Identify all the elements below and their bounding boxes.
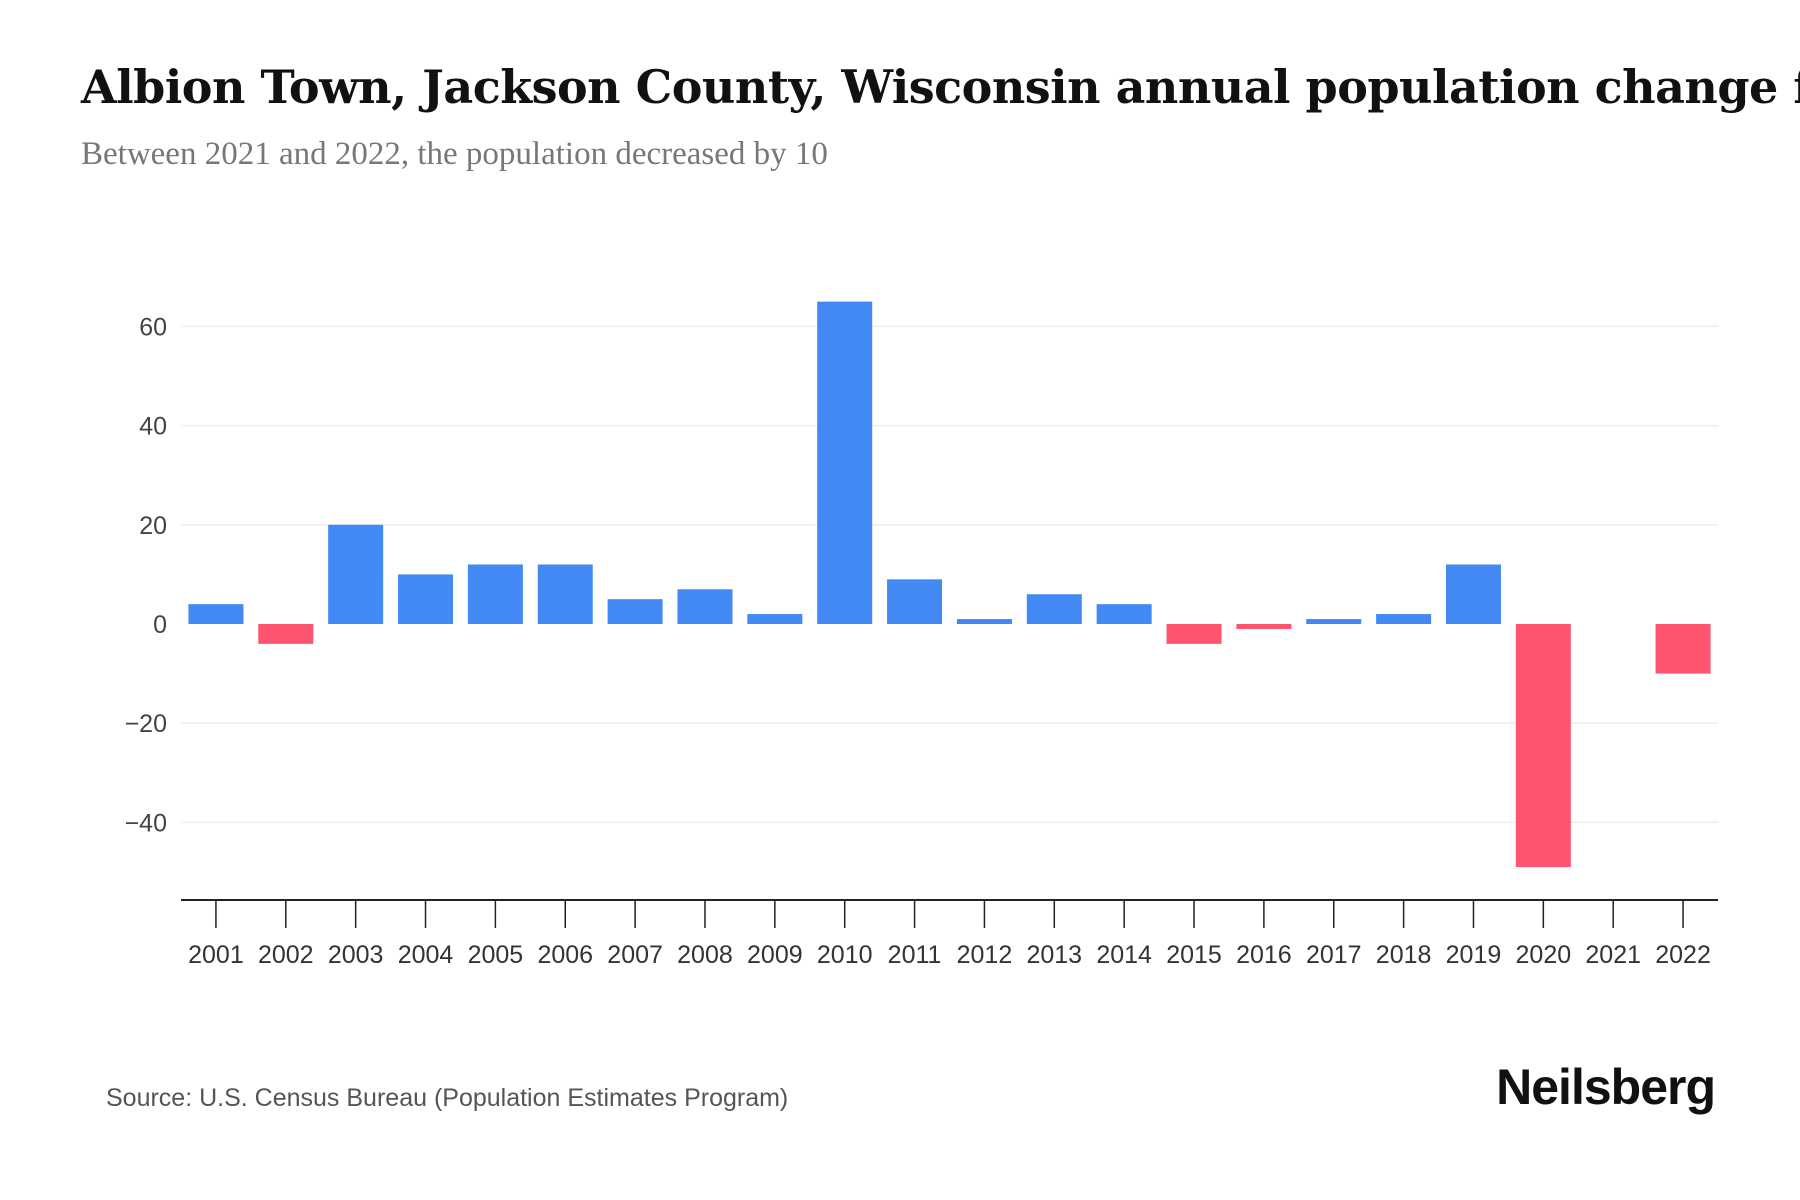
bar-2013 xyxy=(1026,594,1082,624)
x-tick-label: 2010 xyxy=(817,941,873,969)
x-tick-label: 2013 xyxy=(1026,941,1082,969)
bar-2004 xyxy=(398,574,454,624)
bar-2014 xyxy=(1096,604,1152,624)
x-tick-label: 2001 xyxy=(188,941,244,969)
bar-2006 xyxy=(537,564,593,624)
bar-2008 xyxy=(677,589,733,624)
bar-2020 xyxy=(1515,624,1571,868)
bar-2019 xyxy=(1445,564,1501,624)
x-tick-label: 2007 xyxy=(607,941,663,969)
bar-2018 xyxy=(1376,614,1432,624)
x-tick-label: 2019 xyxy=(1446,941,1502,969)
bar-2015 xyxy=(1166,624,1222,644)
x-tick-label: 2004 xyxy=(398,941,454,969)
x-tick-label: 2014 xyxy=(1096,941,1152,969)
x-tick-label: 2018 xyxy=(1376,941,1432,969)
bar-2017 xyxy=(1306,619,1362,624)
y-tick-label: −20 xyxy=(125,710,167,738)
bar-2003 xyxy=(328,524,384,624)
x-tick-label: 2003 xyxy=(328,941,384,969)
y-tick-label: 20 xyxy=(139,512,167,540)
x-tick-label: 2021 xyxy=(1585,941,1641,969)
x-tick-label: 2012 xyxy=(957,941,1013,969)
x-tick-label: 2015 xyxy=(1166,941,1222,969)
bar-2010 xyxy=(817,301,873,624)
x-tick-label: 2008 xyxy=(677,941,733,969)
bar-2016 xyxy=(1236,624,1292,629)
bar-2005 xyxy=(467,564,523,624)
x-tick-label: 2005 xyxy=(468,941,524,969)
bar-2022 xyxy=(1655,624,1711,674)
bar-2012 xyxy=(956,619,1012,624)
x-tick-label: 2017 xyxy=(1306,941,1362,969)
x-tick-label: 2006 xyxy=(537,941,593,969)
x-tick-label: 2009 xyxy=(747,941,803,969)
x-tick-label: 2011 xyxy=(888,941,942,969)
y-tick-label: 0 xyxy=(153,611,167,639)
chart-title: Albion Town, Jackson County, Wisconsin a… xyxy=(81,60,1800,114)
bar-2011 xyxy=(887,579,943,624)
x-tick-label: 2016 xyxy=(1236,941,1292,969)
bar-2002 xyxy=(258,624,314,644)
bar-2009 xyxy=(747,614,803,624)
source-note: Source: U.S. Census Bureau (Population E… xyxy=(106,1084,789,1112)
bar-2007 xyxy=(607,599,663,624)
x-tick-label: 2002 xyxy=(258,941,314,969)
x-tick-label: 2020 xyxy=(1516,941,1572,969)
y-tick-label: −40 xyxy=(125,809,167,837)
neilsberg-logo: Neilsberg xyxy=(1496,1059,1716,1115)
y-tick-label: 40 xyxy=(139,413,167,441)
chart-subtitle: Between 2021 and 2022, the population de… xyxy=(81,136,828,172)
y-tick-label: 60 xyxy=(139,313,167,341)
bar-2001 xyxy=(188,604,244,624)
x-tick-label: 2022 xyxy=(1655,941,1711,969)
